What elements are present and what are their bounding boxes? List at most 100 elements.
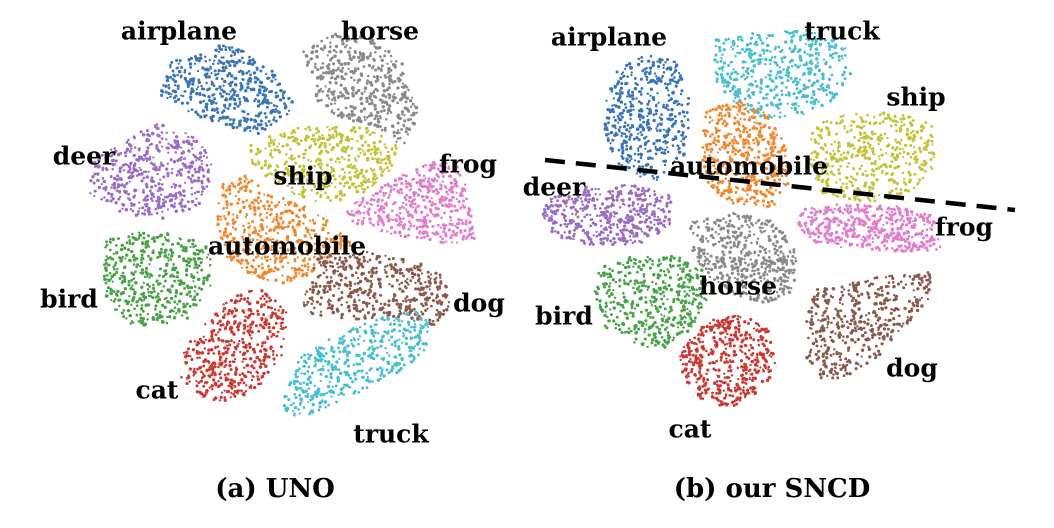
point-deer — [161, 201, 166, 205]
point-airplane — [663, 82, 667, 86]
point-frog — [370, 197, 374, 201]
point-cat — [264, 348, 268, 352]
point-cat — [253, 350, 257, 354]
point-frog — [443, 211, 447, 215]
point-airplane — [169, 95, 172, 99]
point-automobile — [318, 253, 323, 257]
point-ship — [342, 184, 346, 188]
point-cat — [267, 325, 271, 330]
point-ship — [316, 138, 320, 142]
point-airplane — [680, 89, 684, 93]
point-deer — [182, 194, 186, 198]
point-cat — [259, 297, 263, 300]
point-dog — [398, 268, 403, 272]
point-bird — [191, 242, 195, 246]
point-bird — [164, 269, 168, 272]
point-truck — [293, 392, 297, 396]
point-deer — [128, 167, 132, 171]
point-frog — [438, 200, 442, 205]
point-airplane — [273, 116, 276, 119]
point-ship — [291, 174, 295, 179]
point-horse — [330, 98, 334, 102]
point-ship — [297, 177, 301, 181]
point-cat — [242, 391, 246, 395]
point-automobile — [243, 174, 247, 179]
point-horse — [386, 112, 390, 115]
point-horse — [407, 127, 412, 131]
point-frog — [372, 198, 376, 202]
point-airplane — [233, 53, 236, 57]
point-bird — [175, 312, 178, 315]
point-frog — [428, 182, 432, 187]
point-horse — [339, 62, 344, 67]
point-dog — [435, 308, 439, 312]
point-dog — [379, 293, 383, 297]
point-dog — [385, 311, 390, 315]
point-ship — [357, 184, 361, 188]
point-airplane — [609, 142, 612, 145]
point-airplane — [681, 124, 686, 128]
point-ship — [371, 157, 375, 161]
point-airplane — [623, 121, 627, 125]
point-ship — [340, 156, 344, 159]
point-truck — [319, 379, 322, 383]
point-bird — [192, 280, 195, 283]
point-horse — [403, 141, 406, 145]
point-dog — [407, 298, 410, 302]
point-automobile — [233, 185, 237, 189]
point-bird — [139, 264, 142, 268]
point-airplane — [230, 59, 234, 63]
point-ship — [252, 162, 255, 166]
point-frog — [415, 168, 419, 172]
point-airplane — [171, 77, 175, 81]
point-horse — [360, 55, 364, 59]
point-ship — [326, 150, 330, 155]
point-airplane — [631, 90, 635, 94]
point-horse — [313, 62, 317, 66]
point-airplane — [607, 116, 611, 120]
point-frog — [464, 222, 468, 226]
point-horse — [365, 81, 369, 85]
point-automobile — [248, 189, 253, 194]
point-deer — [101, 166, 105, 170]
point-frog — [380, 185, 384, 190]
point-horse — [380, 64, 384, 68]
point-cat — [269, 315, 273, 319]
point-truck — [335, 400, 339, 404]
point-bird — [130, 278, 134, 282]
point-automobile — [238, 177, 243, 181]
point-ship — [371, 131, 374, 135]
point-airplane — [686, 126, 690, 130]
point-automobile — [224, 227, 228, 231]
point-dog — [395, 278, 399, 282]
point-airplane — [239, 88, 243, 92]
point-horse — [379, 109, 383, 113]
point-cat — [221, 323, 225, 327]
point-deer — [187, 135, 190, 139]
point-truck — [419, 326, 423, 330]
point-cat — [281, 310, 285, 314]
point-airplane — [666, 150, 670, 154]
point-cat — [223, 346, 227, 350]
point-airplane — [287, 109, 291, 112]
point-airplane — [228, 103, 232, 106]
point-airplane — [228, 122, 232, 126]
point-frog — [443, 171, 446, 174]
point-truck — [338, 350, 342, 354]
point-automobile — [271, 220, 275, 223]
point-horse — [373, 107, 378, 111]
point-deer — [96, 165, 101, 169]
point-airplane — [190, 108, 194, 112]
point-airplane — [633, 152, 637, 156]
point-frog — [432, 160, 436, 164]
point-frog — [470, 225, 474, 229]
point-horse — [376, 89, 379, 93]
point-airplane — [623, 132, 627, 136]
point-bird — [185, 263, 189, 267]
point-cat — [223, 396, 227, 399]
point-airplane — [682, 137, 686, 141]
point-truck — [357, 391, 361, 394]
point-deer — [182, 189, 186, 193]
point-ship — [286, 184, 290, 187]
point-airplane — [649, 165, 653, 170]
